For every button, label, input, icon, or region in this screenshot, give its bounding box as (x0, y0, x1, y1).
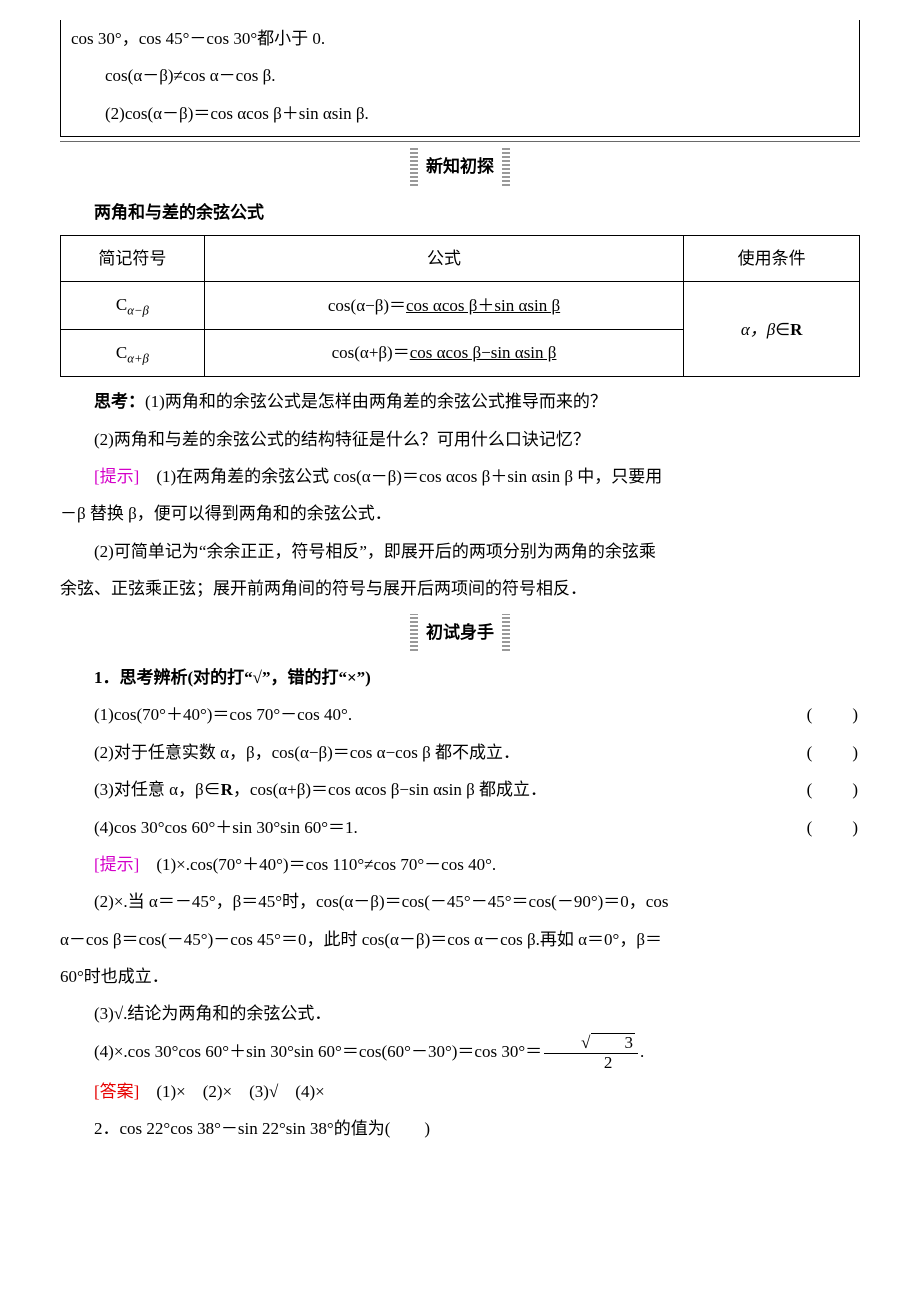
row1-symbol: C (116, 295, 127, 314)
table-header-formula: 公式 (204, 235, 683, 281)
row2-formula: cos αcos β−sin αsin β (410, 343, 557, 362)
hint-label-1: [提示] (94, 467, 139, 486)
row1-formula: cos αcos β＋sin αsin β (406, 296, 560, 315)
q1-opt3R: R (221, 780, 233, 799)
section-banner-chushi: 初试身手 (420, 614, 500, 651)
sol-l2b: α－cos β＝cos(－45°)－cos 45°＝0，此时 cos(α－β)＝… (60, 921, 860, 958)
row2-symbol: C (116, 343, 127, 362)
think-a1a: [提示] (1)在两角差的余弦公式 cos(α－β)＝cos αcos β＋si… (60, 458, 860, 495)
table-header-condition: 使用条件 (684, 235, 860, 281)
sol-l3: (3)√.结论为两角和的余弦公式． (60, 995, 860, 1032)
q1-opt1: (1)cos(70°＋40°)＝cos 70°－cos 40°. (60, 696, 352, 733)
q1-opt2: (2)对于任意实数 α，β，cos(α−β)＝cos α−cos β 都不成立． (60, 734, 520, 771)
think-a1b: －β 替换 β，便可以得到两角和的余弦公式． (60, 495, 860, 532)
table-header-symbol: 简记符号 (61, 235, 205, 281)
think-a2b: 余弦、正弦乘正弦；展开前两角间的符号与展开后两项间的符号相反． (60, 570, 860, 607)
think-q2: (2)两角和与差的余弦公式的结构特征是什么？可用什么口诀记忆？ (60, 421, 860, 458)
q1-opt2-paren: ( ) (773, 734, 860, 771)
sol-l4: (4)×.cos 30°cos 60°＋sin 30°sin 60°＝cos(6… (60, 1033, 860, 1073)
boxed-line-3: (2)cos(α－β)＝cos αcos β＋sin αsin β. (71, 95, 849, 132)
think-q1: 思考：(1)两角和的余弦公式是怎样由两角差的余弦公式推导而来的？ (60, 383, 860, 420)
boxed-line-1: cos 30°，cos 45°－cos 30°都小于 0. (71, 20, 849, 57)
think-label: 思考： (94, 392, 145, 411)
boxed-derivation: cos 30°，cos 45°－cos 30°都小于 0. cos(α－β)≠c… (60, 20, 860, 137)
q1-opt1-paren: ( ) (773, 696, 860, 733)
think-q1-text: (1)两角和的余弦公式是怎样由两角差的余弦公式推导而来的？ (145, 392, 607, 411)
q1-opt4-paren: ( ) (773, 809, 860, 846)
q1-opt4-row: (4)cos 30°cos 60°＋sin 30°sin 60°＝1. ( ) (60, 809, 860, 846)
cond-ab: α，β (741, 320, 775, 339)
hint-label-2: [提示] (94, 855, 139, 874)
think-a2a: (2)可简单记为“余余正正，符号相反”，即展开后的两项分别为两角的余弦乘 (60, 533, 860, 570)
sol-l2c: 60°时也成立． (60, 958, 860, 995)
q1-opt3: (3)对任意 α，β∈R，cos(α+β)＝cos αcos β−sin αsi… (60, 771, 547, 808)
q2-stem: 2．cos 22°cos 38°－sin 22°sin 38°的值为( ) (60, 1110, 860, 1147)
row2-sub: α+β (127, 351, 149, 365)
cond-in: ∈ (775, 320, 790, 339)
boxed-line-2: cos(α－β)≠cos α－cos β. (71, 57, 849, 94)
cond-R: R (790, 320, 802, 339)
sol-l4-num: 3 (591, 1033, 636, 1053)
q1-opt4: (4)cos 30°cos 60°＋sin 30°sin 60°＝1. (60, 809, 358, 846)
q1-opt3b: ，cos(α+β)＝cos αcos β−sin αsin β 都成立． (233, 780, 547, 799)
sol-l4-frac: √32 (544, 1033, 638, 1072)
sol-l2a: (2)×.当 α＝－45°，β＝45°时，cos(α－β)＝cos(－45°－4… (60, 883, 860, 920)
section-banner-xinzhi: 新知初探 (420, 148, 500, 185)
formula-section-title: 两角和与差的余弦公式 (60, 194, 860, 231)
q1-opt2-row: (2)对于任意实数 α，β，cos(α−β)＝cos α−cos β 都不成立．… (60, 734, 860, 771)
banner-row-1: 新知初探 (60, 141, 860, 185)
banner-row-2: 初试身手 (60, 614, 860, 651)
q1-stem: 1．思考辨析(对的打“√”，错的打“×”) (60, 659, 860, 696)
condition-cell: α，β∈R (684, 282, 860, 377)
answer-text: (1)× (2)× (3)√ (4)× (156, 1082, 324, 1101)
q1-opt3-paren: ( ) (773, 771, 860, 808)
sol-l1-text: (1)×.cos(70°＋40°)＝cos 110°≠cos 70°－cos 4… (156, 855, 496, 874)
sol-l1: [提示] (1)×.cos(70°＋40°)＝cos 110°≠cos 70°－… (60, 846, 860, 883)
answer-label: [答案] (94, 1082, 139, 1101)
cosine-formula-table: 简记符号 公式 使用条件 Cα−β cos(α−β)＝cos αcos β＋si… (60, 235, 860, 377)
q1-opt1-row: (1)cos(70°＋40°)＝cos 70°－cos 40°. ( ) (60, 696, 860, 733)
sol-l4a: (4)×.cos 30°cos 60°＋sin 30°sin 60°＝cos(6… (94, 1042, 542, 1061)
sol-l4b: . (640, 1042, 644, 1061)
row2-prefix: cos(α+β)＝ (332, 343, 410, 362)
answer-row: [答案] (1)× (2)× (3)√ (4)× (60, 1073, 860, 1110)
think-a1a-text: (1)在两角差的余弦公式 cos(α－β)＝cos αcos β＋sin αsi… (156, 467, 662, 486)
row1-sub: α−β (127, 304, 149, 318)
sol-l4-den: 2 (544, 1054, 638, 1073)
q1-opt3a: (3)对任意 α，β∈ (94, 780, 221, 799)
q1-opt3-row: (3)对任意 α，β∈R，cos(α+β)＝cos αcos β−sin αsi… (60, 771, 860, 808)
table-row: Cα−β cos(α−β)＝cos αcos β＋sin αsin β α，β∈… (61, 282, 860, 329)
row1-prefix: cos(α−β)＝ (328, 296, 406, 315)
